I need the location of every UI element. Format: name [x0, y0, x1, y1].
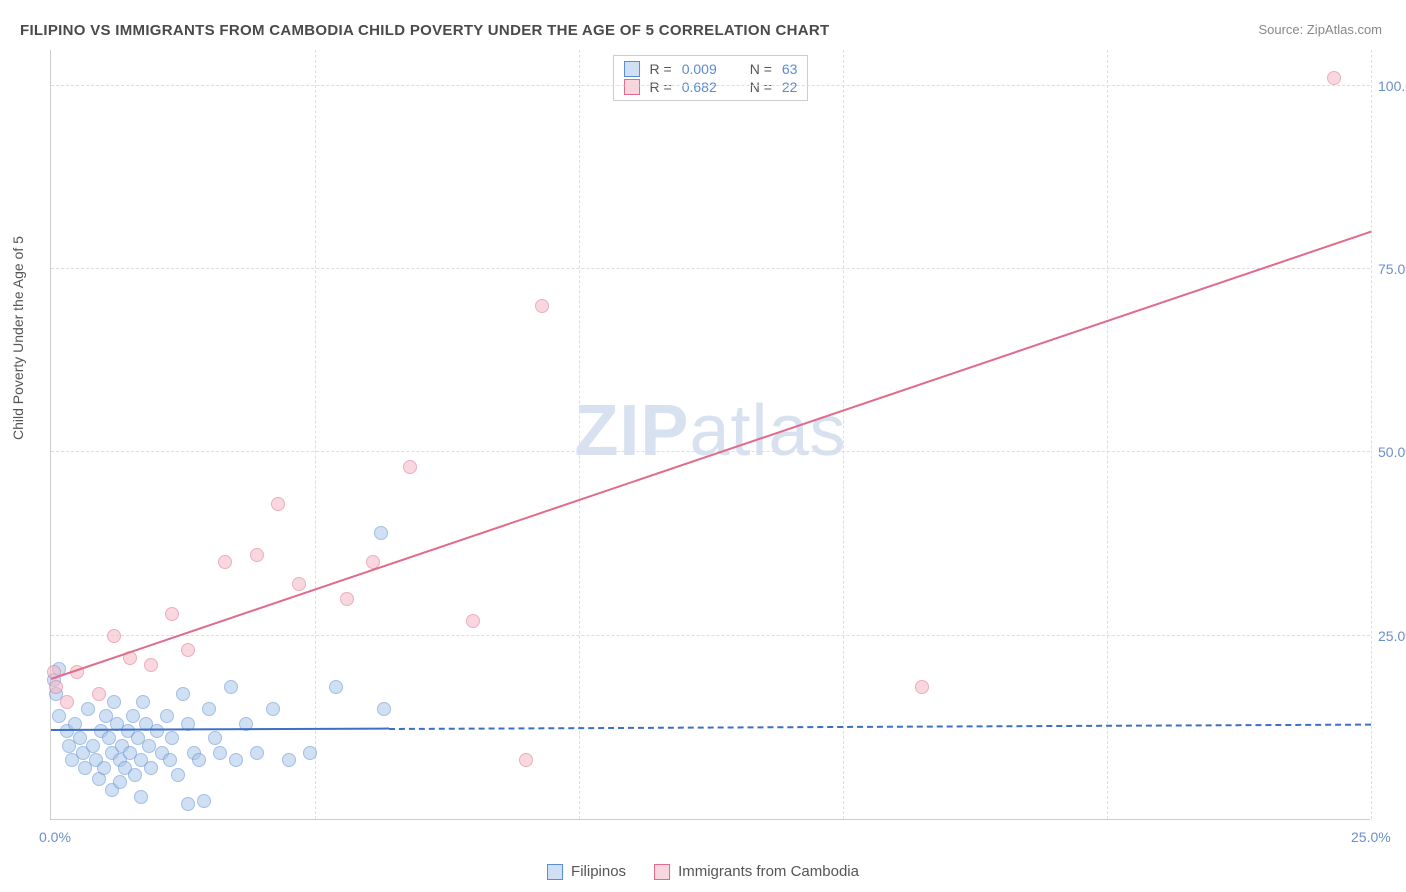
n-label: N = [750, 79, 772, 95]
data-point-filipinos [113, 775, 127, 789]
swatch-cambodia [624, 79, 640, 95]
legend-label-filipinos: Filipinos [571, 863, 626, 880]
data-point-cambodia [181, 643, 195, 657]
data-point-filipinos [86, 739, 100, 753]
data-point-cambodia [165, 607, 179, 621]
data-point-filipinos [134, 790, 148, 804]
data-point-filipinos [208, 731, 222, 745]
data-point-filipinos [107, 695, 121, 709]
gridline-h [51, 268, 1370, 269]
watermark: ZIPatlas [574, 389, 846, 471]
correlation-legend: R = 0.009 N = 63 R = 0.682 N = 22 [613, 55, 809, 101]
data-point-filipinos [171, 768, 185, 782]
data-point-filipinos [102, 731, 116, 745]
watermark-bold: ZIP [574, 390, 689, 470]
gridline-v [315, 50, 316, 819]
swatch-cambodia [654, 864, 670, 880]
y-axis-label: Child Poverty Under the Age of 5 [10, 236, 26, 440]
data-point-filipinos [377, 702, 391, 716]
data-point-filipinos [128, 768, 142, 782]
gridline-v [843, 50, 844, 819]
data-point-filipinos [52, 709, 66, 723]
data-point-cambodia [519, 753, 533, 767]
data-point-cambodia [250, 548, 264, 562]
x-tick-label: 25.0% [1351, 829, 1391, 845]
data-point-filipinos [202, 702, 216, 716]
data-point-cambodia [218, 555, 232, 569]
data-point-filipinos [266, 702, 280, 716]
data-point-cambodia [292, 577, 306, 591]
trend-line [51, 230, 1372, 679]
data-point-filipinos [329, 680, 343, 694]
gridline-v [1107, 50, 1108, 819]
data-point-cambodia [107, 629, 121, 643]
data-point-filipinos [197, 794, 211, 808]
data-point-cambodia [340, 592, 354, 606]
data-point-cambodia [1327, 71, 1341, 85]
gridline-h [51, 85, 1370, 86]
correlation-row-filipinos: R = 0.009 N = 63 [624, 60, 798, 78]
data-point-filipinos [142, 739, 156, 753]
data-point-filipinos [303, 746, 317, 760]
y-tick-label: 75.0% [1378, 261, 1406, 277]
data-point-cambodia [535, 299, 549, 313]
data-point-filipinos [81, 702, 95, 716]
n-label: N = [750, 61, 772, 77]
r-label: R = [650, 61, 672, 77]
data-point-cambodia [92, 687, 106, 701]
data-point-cambodia [403, 460, 417, 474]
swatch-filipinos [547, 864, 563, 880]
data-point-filipinos [224, 680, 238, 694]
gridline-v [579, 50, 580, 819]
legend-label-cambodia: Immigrants from Cambodia [678, 863, 859, 880]
plot-area: ZIPatlas R = 0.009 N = 63 R = 0.682 N = … [50, 50, 1370, 820]
watermark-rest: atlas [689, 390, 846, 470]
data-point-filipinos [165, 731, 179, 745]
data-point-filipinos [282, 753, 296, 767]
source-attribution: Source: ZipAtlas.com [1258, 22, 1382, 37]
r-value-filipinos: 0.009 [682, 61, 730, 77]
data-point-cambodia [271, 497, 285, 511]
n-value-cambodia: 22 [782, 79, 798, 95]
r-label: R = [650, 79, 672, 95]
chart-title: FILIPINO VS IMMIGRANTS FROM CAMBODIA CHI… [20, 22, 829, 39]
data-point-filipinos [73, 731, 87, 745]
data-point-filipinos [374, 526, 388, 540]
y-tick-label: 25.0% [1378, 628, 1406, 644]
data-point-filipinos [97, 761, 111, 775]
n-value-filipinos: 63 [782, 61, 798, 77]
gridline-h [51, 451, 1370, 452]
correlation-row-cambodia: R = 0.682 N = 22 [624, 78, 798, 96]
data-point-filipinos [160, 709, 174, 723]
data-point-cambodia [466, 614, 480, 628]
y-tick-label: 50.0% [1378, 444, 1406, 460]
y-tick-label: 100.0% [1378, 78, 1406, 94]
r-value-cambodia: 0.682 [682, 79, 730, 95]
data-point-filipinos [150, 724, 164, 738]
data-point-filipinos [181, 797, 195, 811]
legend-item-filipinos: Filipinos [547, 863, 626, 880]
data-point-filipinos [144, 761, 158, 775]
data-point-filipinos [136, 695, 150, 709]
gridline-h [51, 635, 1370, 636]
data-point-filipinos [192, 753, 206, 767]
gridline-v [1371, 50, 1372, 819]
legend-item-cambodia: Immigrants from Cambodia [654, 863, 859, 880]
trend-line [51, 728, 389, 731]
data-point-cambodia [49, 680, 63, 694]
trend-line [389, 723, 1371, 729]
data-point-filipinos [250, 746, 264, 760]
data-point-cambodia [144, 658, 158, 672]
data-point-cambodia [915, 680, 929, 694]
swatch-filipinos [624, 61, 640, 77]
series-legend: Filipinos Immigrants from Cambodia [547, 863, 859, 880]
data-point-cambodia [60, 695, 74, 709]
data-point-filipinos [126, 709, 140, 723]
data-point-filipinos [213, 746, 227, 760]
data-point-filipinos [176, 687, 190, 701]
data-point-filipinos [163, 753, 177, 767]
data-point-filipinos [229, 753, 243, 767]
x-tick-label: 0.0% [39, 829, 71, 845]
